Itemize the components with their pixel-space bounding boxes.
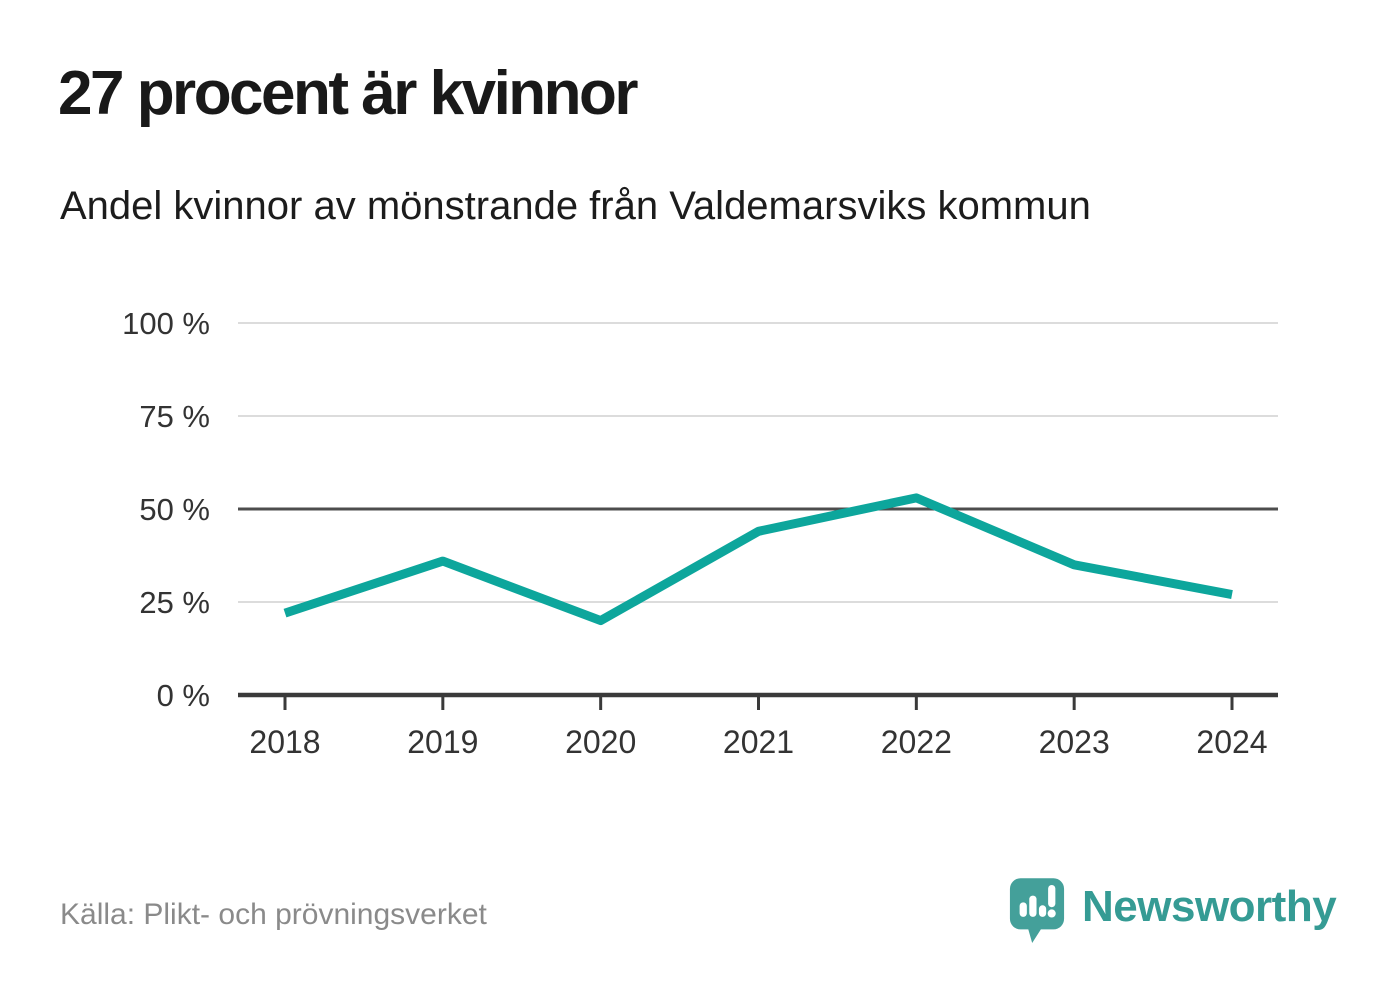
y-axis-tick-label: 100 %: [122, 306, 210, 341]
line-chart: 0 % 25 % 50 % 75 % 100 % 2018 2019 2020 2021 2022…: [122, 306, 1278, 760]
x-axis-tick-label: 2023: [1039, 724, 1110, 760]
y-axis-tick-label: 0 %: [157, 678, 210, 713]
y-axis-tick-label: 75 %: [139, 399, 210, 434]
x-axis-tick-label: 2021: [723, 724, 794, 760]
x-axis-tick-label: 2022: [881, 724, 952, 760]
chart-subtitle: Andel kvinnor av mönstrande från Valdema…: [60, 184, 1091, 228]
x-axis-tick-label: 2020: [565, 724, 636, 760]
newsworthy-speech-bubble-bar-chart-icon: [1009, 878, 1065, 943]
x-axis-tick-label: 2019: [407, 724, 478, 760]
y-axis-tick-label: 25 %: [139, 585, 210, 620]
x-axis-tick-label: 2018: [249, 724, 320, 760]
newsworthy-logo: Newsworthy: [1008, 876, 1337, 950]
brand-name: Newsworthy: [1082, 882, 1337, 931]
y-axis-tick-label: 50 %: [139, 492, 210, 527]
x-axis-tick-label: 2024: [1196, 724, 1267, 760]
page-title: 27 procent är kvinnor: [58, 59, 639, 128]
source-note: Källa: Plikt- och prövningsverket: [60, 898, 487, 931]
data-series-line: [283, 493, 1233, 626]
